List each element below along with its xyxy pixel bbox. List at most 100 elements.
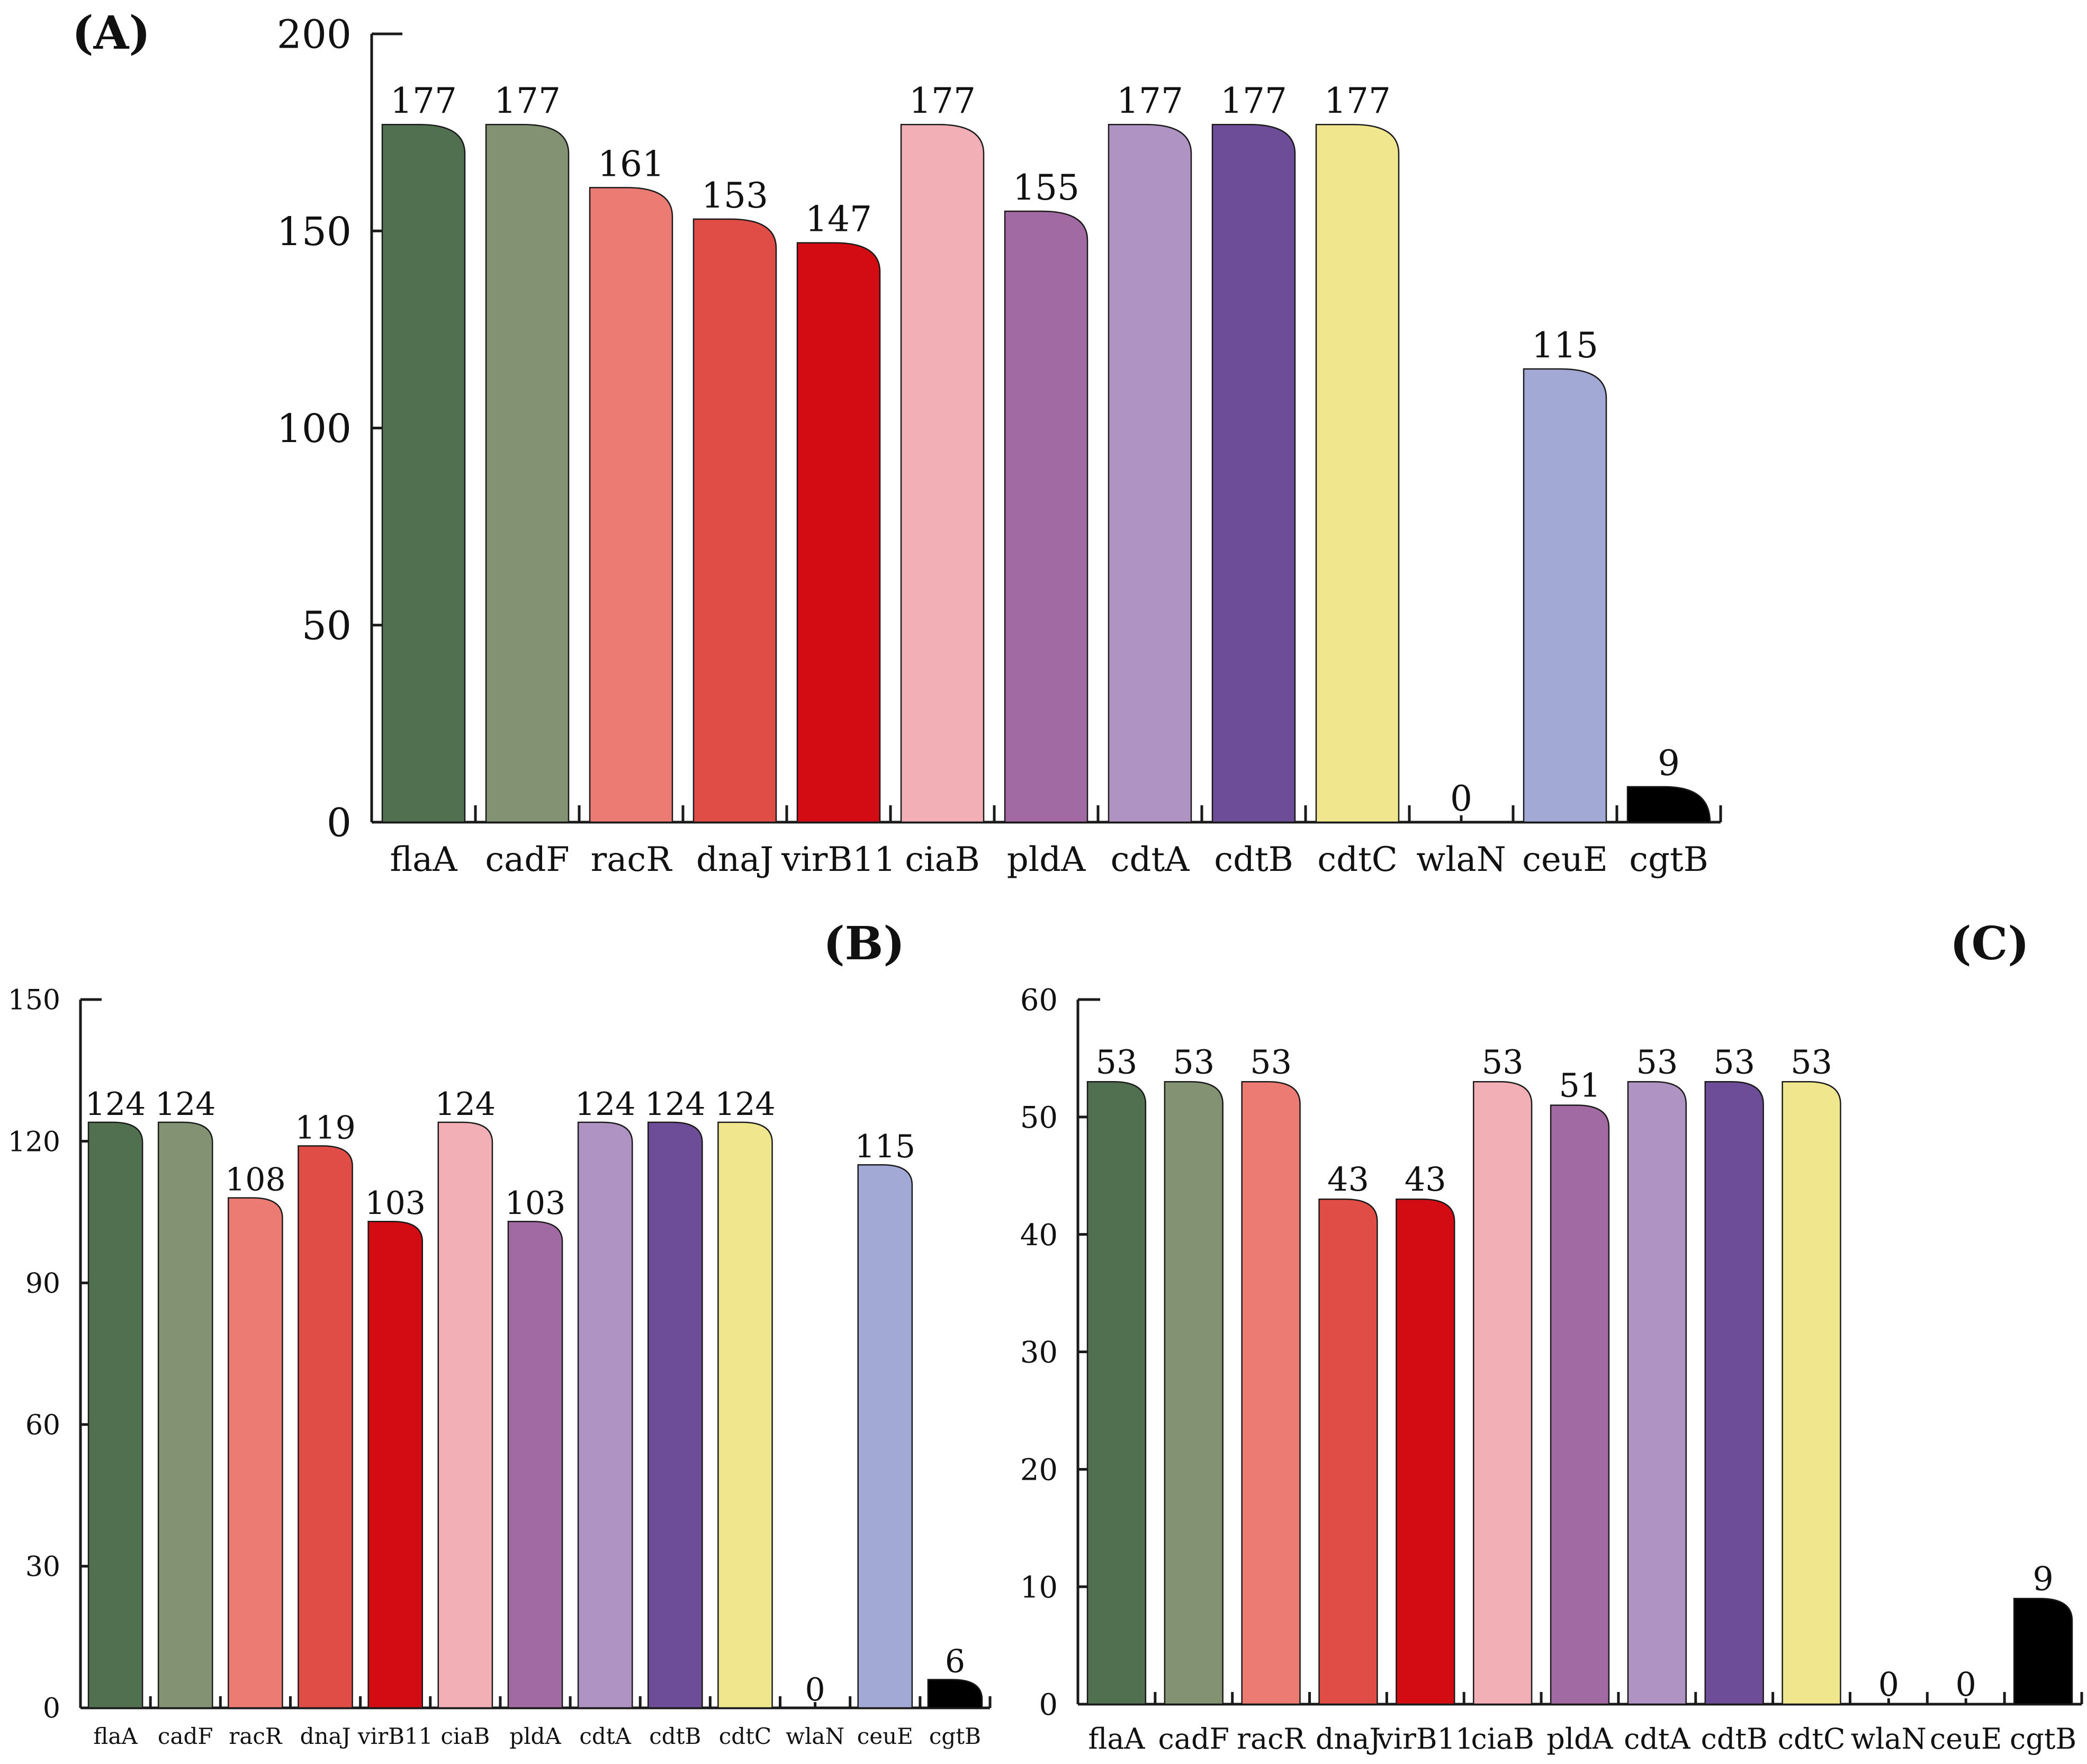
category-label: cadF <box>158 1723 213 1749</box>
value-label: 53 <box>1173 1042 1215 1081</box>
y-tick-label: 40 <box>1020 1218 1058 1253</box>
bar-ceuE <box>1523 368 1607 823</box>
value-label: 51 <box>1559 1066 1601 1105</box>
bar-flaA <box>87 1121 143 1709</box>
y-tick-label: 100 <box>277 406 352 452</box>
bar-cdtC <box>1315 123 1400 823</box>
value-label: 6 <box>945 1643 965 1680</box>
category-label: ciaB <box>440 1723 490 1749</box>
category-label: cgtB <box>1629 840 1708 879</box>
value-label: 177 <box>390 80 457 121</box>
value-label: 161 <box>598 143 664 184</box>
value-label: 124 <box>575 1086 636 1123</box>
bar-cgtB <box>2013 1598 2073 1705</box>
bar-cadF <box>157 1121 213 1709</box>
panel-b-chart: (B)0306090120150124flaA124cadF108racR119… <box>8 917 992 1749</box>
panel-label: (A) <box>72 6 150 60</box>
value-label: 9 <box>1658 743 1680 784</box>
category-label: racR <box>591 840 673 879</box>
category-label: dnaJ <box>696 840 773 879</box>
bar-racR <box>589 187 673 823</box>
bar-pldA <box>1550 1104 1610 1705</box>
value-label: 53 <box>1713 1042 1755 1081</box>
category-label: virB11 <box>357 1723 433 1749</box>
y-tick-label: 60 <box>1020 983 1058 1018</box>
value-label: 155 <box>1013 167 1080 208</box>
bar-racR <box>1241 1081 1301 1705</box>
value-label: 119 <box>295 1110 356 1147</box>
category-label: cdtC <box>1317 840 1398 879</box>
bar-cdtA <box>1108 123 1192 823</box>
category-label: ciaB <box>1471 1722 1534 1756</box>
panel-a-chart: (A) 0 50 100 150 200 177 flaA 177 cadF 161 racR 153 d… <box>72 6 1722 879</box>
category-label: cadF <box>1158 1722 1229 1756</box>
value-label: 103 <box>365 1185 426 1222</box>
category-label: cgtB <box>2010 1722 2076 1756</box>
category-label: dnaJ <box>300 1723 351 1749</box>
value-label: 0 <box>1450 778 1472 819</box>
category-label: racR <box>1237 1722 1306 1756</box>
bar-cdtB <box>1211 123 1296 823</box>
category-label: cdtC <box>1778 1722 1846 1756</box>
bar-cdtC <box>717 1121 773 1709</box>
value-label: 124 <box>715 1086 776 1123</box>
bar-cdtB <box>1704 1081 1764 1705</box>
y-tick-label: 30 <box>25 1551 60 1583</box>
value-label: 43 <box>1405 1160 1446 1199</box>
category-label: virB11 <box>781 840 896 879</box>
bar-flaA <box>381 123 466 823</box>
value-label: 177 <box>494 80 561 121</box>
y-tick-label: 0 <box>1039 1688 1058 1722</box>
y-tick-label: 50 <box>1020 1101 1058 1135</box>
panel-c-chart: (C) 0 10 20 30 40 50 60 53 flaA 53 cadF 53 racR 43 dnaJ… <box>1020 917 2083 1756</box>
value-label: 53 <box>1482 1042 1524 1081</box>
category-label: racR <box>229 1723 283 1749</box>
panel-label: (B) <box>823 917 905 970</box>
value-label: 177 <box>1324 80 1391 121</box>
category-label: ceuE <box>1930 1722 2002 1756</box>
category-label: dnaJ <box>1316 1722 1381 1756</box>
category-label: cdtA <box>1111 840 1190 879</box>
value-label: 0 <box>805 1671 825 1708</box>
bar-dnaJ <box>692 218 777 823</box>
value-label: 153 <box>701 175 768 216</box>
category-label: flaA <box>1088 1722 1145 1756</box>
value-label: 53 <box>1791 1042 1832 1081</box>
category-label: flaA <box>93 1723 138 1749</box>
y-tick-label: 150 <box>8 985 60 1016</box>
bar-dnaJ <box>1318 1198 1378 1705</box>
category-label: cdtB <box>1701 1722 1768 1756</box>
category-label: flaA <box>390 840 457 879</box>
bar-ciaB <box>900 123 985 823</box>
value-label: 53 <box>1095 1042 1137 1081</box>
value-label: 53 <box>1250 1042 1292 1081</box>
category-label: ceuE <box>857 1723 913 1749</box>
y-tick-label: 10 <box>1020 1570 1058 1605</box>
value-label: 103 <box>505 1185 566 1222</box>
value-label: 177 <box>1117 80 1183 121</box>
value-label: 147 <box>805 199 872 240</box>
y-tick-label: 50 <box>302 603 352 649</box>
bar-dnaJ <box>298 1145 353 1709</box>
value-label: 124 <box>645 1086 706 1123</box>
y-tick-label: 20 <box>1020 1453 1058 1487</box>
bar-cdtB <box>647 1121 703 1709</box>
value-label: 53 <box>1636 1042 1678 1081</box>
category-label: cdtB <box>649 1723 701 1749</box>
y-tick-label: 200 <box>277 12 352 58</box>
value-label: 0 <box>1878 1665 1899 1704</box>
category-label: cdtA <box>1624 1722 1691 1756</box>
bar-pldA <box>507 1220 563 1709</box>
category-label: ceuE <box>1522 840 1608 879</box>
bar-virB11 <box>1396 1198 1455 1705</box>
bar-ciaB <box>1472 1081 1533 1705</box>
y-tick-label: 120 <box>8 1126 60 1158</box>
category-label: cdtA <box>579 1723 631 1749</box>
value-label: 115 <box>855 1128 916 1165</box>
bar-racR <box>228 1197 283 1709</box>
value-label: 177 <box>1220 80 1287 121</box>
bar-virB11 <box>367 1220 424 1709</box>
value-label: 108 <box>225 1162 286 1199</box>
bar-ciaB <box>437 1121 493 1709</box>
